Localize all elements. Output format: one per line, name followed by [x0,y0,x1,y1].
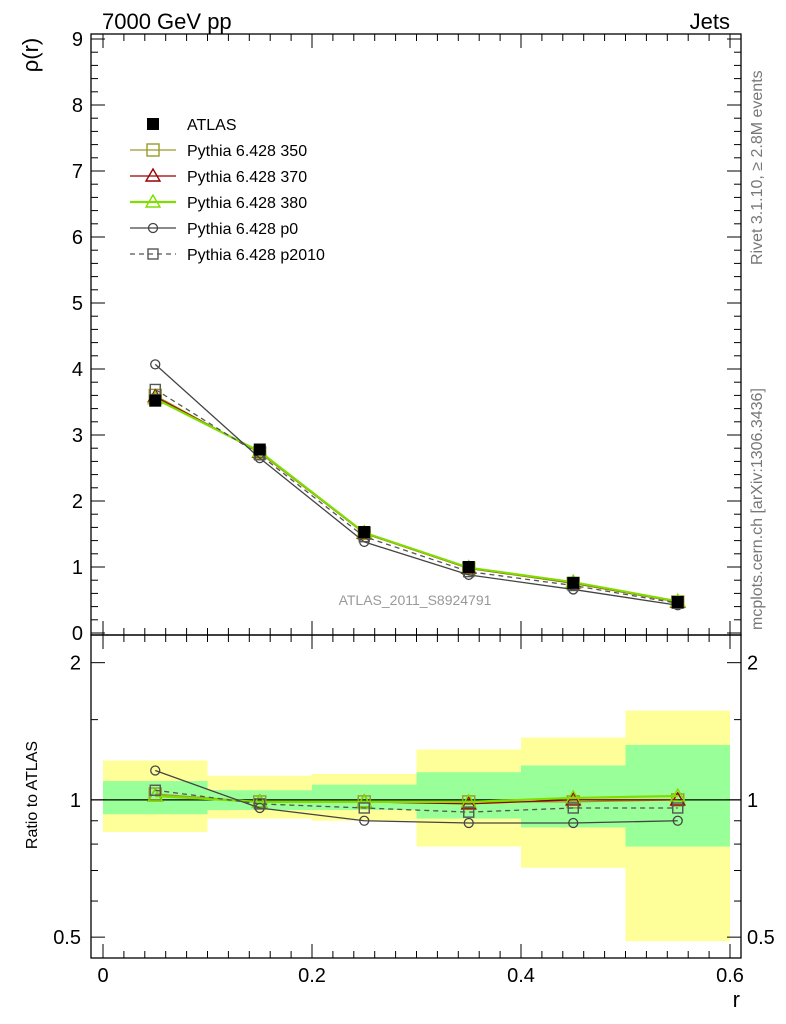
main-ytick-label-8: 8 [72,95,83,117]
main-ytick-label-6: 6 [72,227,83,249]
ratio-point-s1-5 [669,791,686,806]
x-axis-label: r [733,987,740,1012]
ratio-point-s4-3 [463,806,475,818]
legend-marker-3 [144,193,162,208]
main-line-5 [154,388,678,604]
main-point-s5-0 [149,383,161,396]
x-tick-label-0.6: 0.6 [716,965,744,987]
header-left: 7000 GeV pp [102,9,232,34]
x-tick-label-0: 0 [97,965,108,987]
legend-label-0: ATLAS [187,117,237,134]
ratio-line-3 [155,769,678,824]
legend-marker-2 [144,167,162,182]
watermark: ATLAS_2011_S8924791 [339,592,492,608]
main-point-s0-5 [671,595,684,608]
main-point-s0-1 [253,443,266,456]
ratio-point-s3-5 [672,815,683,826]
ratio-point-s4-5 [672,802,684,814]
legend-marker-0 [147,118,159,130]
legend-label-3: Pythia 6.428 380 [187,195,307,212]
ratio-ytick-label-left-1: 1 [70,790,81,812]
ratio-line-4 [155,789,678,813]
side-label-mcplots: mcplots.cern.ch [arXiv:1306.3436] [749,388,766,630]
main-ytick-label-5: 5 [72,293,83,315]
main-y-axis-label: ρ(r) [18,38,43,73]
ratio-ytick-label-right-0.5: 0.5 [747,927,775,949]
ratio-point-s2-5 [669,787,686,802]
ratio-line-2 [155,794,678,803]
ratio-ytick-label-left-0.5: 0.5 [53,927,81,949]
main-ytick-label-7: 7 [72,161,83,183]
ratio-point-s3-0 [150,765,161,776]
main-panel: 0 1 2 3 4 5 6 7 8 9 [72,29,742,645]
ratio-point-s4-0 [149,784,161,796]
ratio-ytick-label-right-2: 2 [747,653,758,675]
main-point-s4-0 [150,359,161,370]
legend-marker-4 [147,222,159,234]
x-tick-label-0.4: 0.4 [507,965,535,987]
legend: ATLAS Pythia 6.428 350 Pythia 6.428 370 Pyt… [130,117,325,264]
ratio-point-s3-4 [568,817,579,829]
main-line-1 [154,394,678,603]
legend-marker-1 [146,143,160,157]
ratio-ytick-label-right-1: 1 [747,790,758,812]
main-line-3 [154,397,678,603]
main-ytick-label-9: 9 [72,29,83,51]
ratio-ytick-label-left-2: 2 [70,653,81,675]
legend-label-4: Pythia 6.428 p0 [187,221,298,238]
x-tick-label-0.2: 0.2 [298,965,326,987]
main-point-s0-3 [462,561,475,573]
main-ytick-label-4: 4 [72,359,83,381]
ratio-point-s2-1 [251,793,268,808]
header-right: Jets [690,9,730,34]
ratio-point-s3-2 [359,815,370,826]
ratio-band-green-2 [312,784,417,811]
ratio-point-s3-3 [463,817,474,829]
ratio-panel: 0 0.2 0.4 0.60.5 0.51 12 2 [53,634,775,987]
main-ytick-label-0: 0 [72,623,83,645]
ratio-point-s4-4 [567,802,579,814]
main-point-s0-2 [358,526,371,539]
side-label-rivet: Rivet 3.1.10, ≥ 2.8M events [749,70,766,265]
ratio-point-s4-2 [358,802,370,814]
main-ytick-label-1: 1 [72,557,83,579]
main-point-s0-4 [567,576,580,589]
main-ytick-label-3: 3 [72,425,83,447]
legend-marker-5 [147,248,159,260]
ratio-y-axis-label: Ratio to ATLAS [24,741,41,849]
main-point-s0-0 [149,394,162,407]
legend-label-1: Pythia 6.428 350 [187,143,307,160]
ratio-point-s2-2 [356,793,373,808]
main-line-4 [154,363,678,606]
legend-label-2: Pythia 6.428 370 [187,169,307,186]
main-ytick-label-2: 2 [72,491,83,513]
legend-label-5: Pythia 6.428 p2010 [187,247,325,264]
ratio-point-s4-1 [254,798,266,810]
main-line-2 [154,396,678,603]
